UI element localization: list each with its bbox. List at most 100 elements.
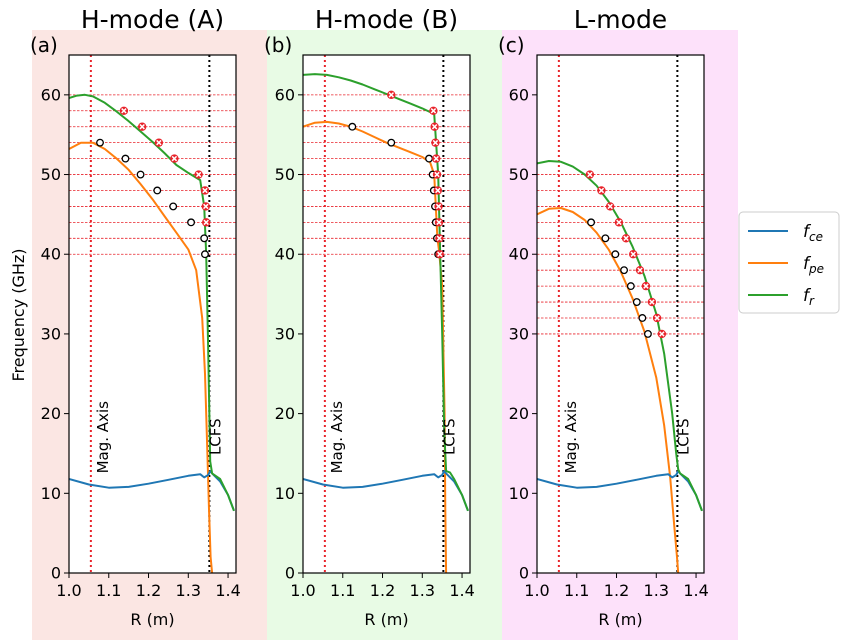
mag-axis-label: Mag. Axis — [328, 401, 346, 473]
series-fpe — [537, 207, 680, 573]
o-marker — [643, 329, 652, 338]
plot-content — [69, 55, 236, 573]
x-marker — [597, 186, 606, 195]
y-tick-label: 50 — [509, 165, 529, 184]
x-marker — [435, 250, 444, 259]
x-marker — [200, 186, 210, 195]
mag-axis-label: Mag. Axis — [94, 401, 112, 473]
x-tick-label: 1.2 — [370, 581, 395, 600]
legend: fce fpe fr — [738, 211, 840, 314]
x-marker — [657, 329, 667, 339]
legend-label: fce — [803, 222, 823, 244]
x-marker — [605, 202, 615, 211]
x-marker — [432, 154, 441, 163]
x-marker — [621, 234, 631, 243]
series-fr — [537, 160, 703, 512]
mag-axis-label: Mag. Axis — [562, 401, 580, 473]
o-marker — [201, 250, 209, 259]
x-marker — [430, 122, 439, 131]
y-tick-label: 50 — [41, 165, 61, 184]
x-marker — [641, 281, 651, 291]
y-tick-label: 60 — [275, 85, 295, 104]
o-marker — [121, 154, 130, 163]
o-marker — [626, 282, 635, 291]
o-marker — [169, 202, 178, 211]
o-marker — [632, 298, 641, 306]
y-tick-label: 20 — [41, 404, 61, 423]
o-marker — [153, 186, 162, 195]
y-tick-label: 0 — [519, 564, 529, 583]
y-tick-label: 40 — [41, 245, 61, 264]
x-tick-label: 1.1 — [564, 581, 589, 600]
x-tick-label: 1.3 — [644, 581, 669, 600]
panel-1: Mag. Axis LCFS 1.0 1.1 1.2 1.3 1.4 0 10 20 30 40 50 6… — [264, 5, 475, 629]
o-marker — [187, 218, 196, 227]
x-tick-label: 1.3 — [176, 581, 201, 600]
series-fce — [303, 470, 469, 512]
x-marker — [635, 265, 645, 275]
panel-title: H-mode (B) — [315, 5, 458, 34]
plot-area — [69, 55, 236, 573]
x-marker — [647, 297, 657, 307]
panel-letter: (a) — [30, 33, 58, 57]
x-axis-label: R (m) — [130, 610, 174, 629]
y-tick-label: 30 — [41, 324, 61, 343]
y-tick-label: 40 — [509, 245, 529, 264]
o-marker — [348, 122, 357, 131]
o-marker — [200, 234, 209, 243]
panel-letter: (b) — [264, 33, 292, 57]
y-tick-label: 60 — [509, 85, 529, 104]
y-tick-label: 10 — [41, 484, 61, 503]
axes-frame — [68, 54, 237, 574]
lcfs-label: LCFS — [674, 418, 692, 455]
panel-0: Mag. Axis LCFS 1.0 1.1 1.2 1.3 1.4 0 10 20 30 40 50 6… — [30, 5, 241, 629]
x-marker — [429, 106, 438, 115]
plot-content — [303, 55, 470, 573]
x-marker — [431, 138, 440, 147]
x-marker — [119, 106, 129, 115]
x-marker — [170, 154, 179, 163]
o-marker — [136, 170, 145, 179]
y-tick-label: 0 — [51, 564, 61, 583]
x-axis-label: R (m) — [598, 610, 642, 629]
o-marker — [587, 218, 596, 227]
panel-letter: (c) — [498, 33, 525, 57]
x-tick-label: 1.2 — [604, 581, 629, 600]
x-marker — [387, 90, 396, 100]
x-tick-label: 1.4 — [683, 581, 708, 600]
x-marker — [194, 170, 203, 179]
x-marker — [629, 250, 638, 259]
plot-area — [537, 55, 704, 573]
series-fr — [303, 73, 469, 512]
x-marker — [614, 218, 624, 227]
x-marker — [433, 186, 442, 195]
x-marker — [154, 138, 164, 147]
o-marker — [620, 266, 629, 275]
o-marker — [638, 314, 647, 322]
y-axis-label: Frequency (GHz) — [9, 248, 28, 381]
plot-content — [537, 55, 704, 573]
o-marker — [611, 250, 620, 259]
y-tick-label: 20 — [275, 404, 295, 423]
y-tick-label: 50 — [275, 165, 295, 184]
x-marker — [435, 234, 444, 243]
x-marker — [432, 170, 442, 179]
panel-title: H-mode (A) — [81, 5, 224, 34]
y-tick-label: 60 — [41, 85, 61, 104]
series-fce — [537, 470, 703, 512]
lcfs-label: LCFS — [440, 418, 458, 455]
x-marker — [585, 170, 595, 179]
x-tick-label: 1.2 — [136, 581, 161, 600]
y-tick-label: 30 — [275, 324, 295, 343]
axes-frame — [536, 54, 705, 574]
x-marker — [434, 202, 443, 211]
x-tick-label: 1.4 — [215, 581, 240, 600]
x-marker — [652, 313, 662, 323]
series-fce — [69, 470, 235, 512]
panels: Mag. Axis LCFS 1.0 1.1 1.2 1.3 1.4 0 10 20 30 40 50 6… — [30, 5, 709, 629]
o-marker — [601, 234, 610, 243]
o-marker — [387, 138, 396, 147]
panel-title: L-mode — [574, 5, 667, 34]
o-marker — [425, 154, 433, 163]
